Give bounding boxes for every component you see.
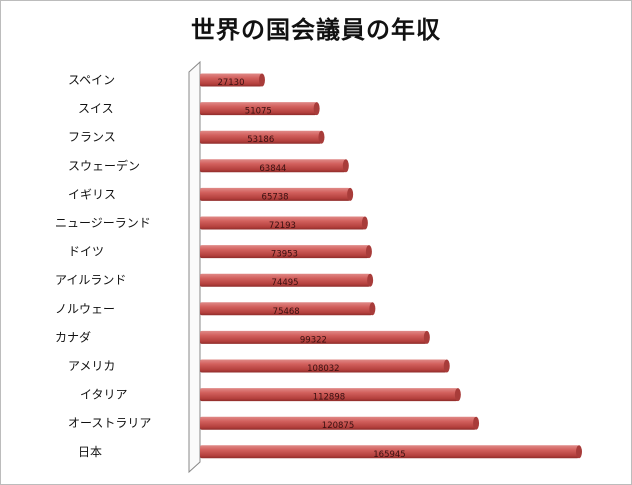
data-label: 51075 <box>245 107 272 117</box>
bar-cap <box>367 273 374 287</box>
bar <box>200 102 317 116</box>
bar-cap <box>369 302 376 316</box>
bar <box>200 445 579 459</box>
data-label: 74495 <box>272 278 299 288</box>
bar <box>200 216 365 230</box>
bar-cap <box>473 416 480 430</box>
bar <box>200 273 371 287</box>
data-label: 99322 <box>300 335 327 345</box>
axis-wall <box>188 60 201 474</box>
bar-cap <box>443 359 450 373</box>
data-label: 63844 <box>259 164 286 174</box>
bar <box>200 388 458 402</box>
bar <box>200 245 369 259</box>
bar-cap <box>258 73 265 87</box>
bar-cap <box>347 187 354 201</box>
bar <box>200 159 346 173</box>
bar-cap <box>576 445 582 459</box>
bar-cap <box>454 388 461 402</box>
bar <box>200 359 447 373</box>
bar <box>200 330 427 344</box>
category-label: ニュージーランド <box>55 216 151 230</box>
bar-cap <box>365 245 372 259</box>
data-label: 108032 <box>307 364 339 374</box>
bar-cap <box>318 130 325 144</box>
data-label: 165945 <box>373 450 405 460</box>
category-label: フランス <box>68 130 116 144</box>
category-label: スウェーデン <box>68 158 140 173</box>
data-label: 112898 <box>313 393 345 403</box>
bar <box>200 187 351 201</box>
category-label: イギリス <box>68 187 116 201</box>
category-label: ドイツ <box>68 245 104 259</box>
category-label: アメリカ <box>68 359 115 373</box>
chart-title: 世界の国会議員の年収 <box>191 16 441 44</box>
bar <box>200 302 373 316</box>
bar <box>200 130 322 144</box>
category-label: スペイン <box>68 73 115 87</box>
bar-cap <box>423 330 430 344</box>
bar-cap <box>342 159 349 173</box>
data-label: 27130 <box>217 78 244 88</box>
category-label: 日本 <box>78 445 102 459</box>
data-label: 65738 <box>262 192 289 202</box>
category-label: オーストラリア <box>68 416 151 430</box>
category-label: ノルウェー <box>55 302 115 316</box>
bar-cap <box>313 102 320 116</box>
bar <box>200 416 477 430</box>
bar <box>200 73 262 87</box>
bar-cap <box>361 216 368 230</box>
data-label: 75468 <box>273 307 300 317</box>
data-label: 73953 <box>271 250 298 260</box>
category-label: スイス <box>78 102 114 116</box>
category-label: イタリア <box>80 388 128 402</box>
data-label: 72193 <box>269 221 296 231</box>
data-label: 53186 <box>247 135 274 145</box>
category-label: カナダ <box>55 329 91 344</box>
category-label: アイルランド <box>55 273 126 287</box>
data-label: 120875 <box>322 421 354 431</box>
